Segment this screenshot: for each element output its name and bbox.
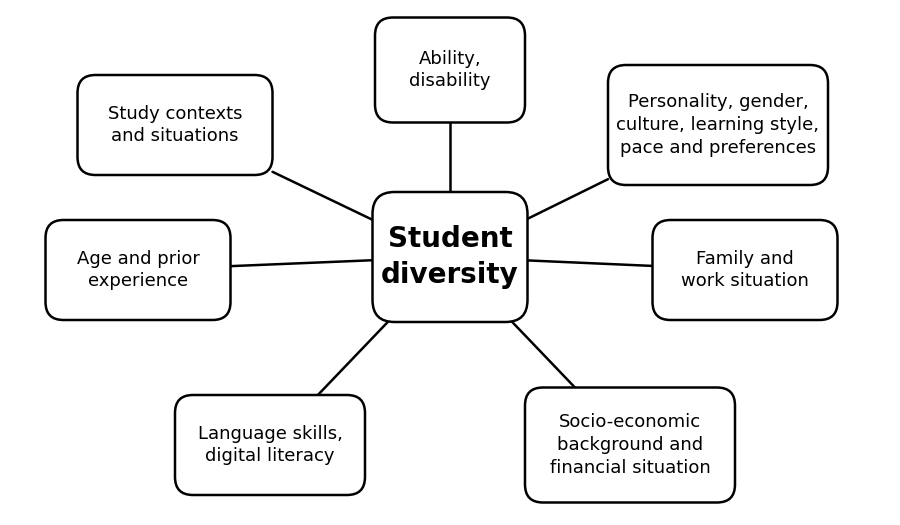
Text: Personality, gender,
culture, learning style,
pace and preferences: Personality, gender, culture, learning s…: [616, 93, 820, 157]
FancyBboxPatch shape: [608, 65, 828, 185]
FancyBboxPatch shape: [77, 75, 273, 175]
Text: Family and
work situation: Family and work situation: [681, 249, 809, 290]
FancyBboxPatch shape: [652, 220, 838, 320]
Text: Socio-economic
background and
financial situation: Socio-economic background and financial …: [550, 413, 710, 477]
Text: Age and prior
experience: Age and prior experience: [76, 249, 200, 290]
FancyBboxPatch shape: [373, 192, 527, 322]
Text: Study contexts
and situations: Study contexts and situations: [108, 104, 242, 145]
FancyBboxPatch shape: [375, 17, 525, 122]
FancyBboxPatch shape: [46, 220, 230, 320]
Text: Ability,
disability: Ability, disability: [410, 49, 490, 90]
FancyBboxPatch shape: [525, 387, 735, 502]
Text: Student
diversity: Student diversity: [381, 225, 519, 289]
Text: Language skills,
digital literacy: Language skills, digital literacy: [198, 425, 342, 466]
FancyBboxPatch shape: [175, 395, 365, 495]
